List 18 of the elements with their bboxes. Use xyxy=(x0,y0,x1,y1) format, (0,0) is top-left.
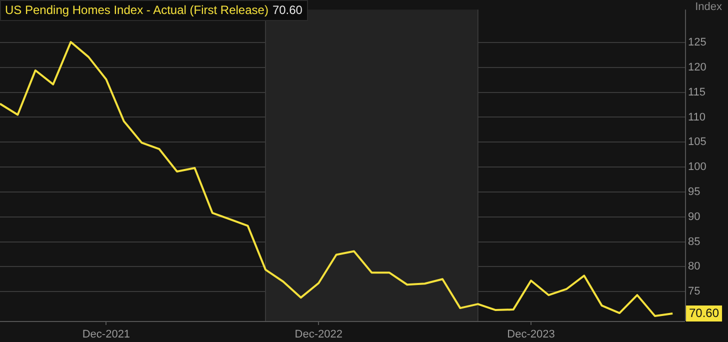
y-tick-label: 105 xyxy=(688,136,706,148)
y-tick-label: 125 xyxy=(688,36,706,49)
y-tick-label: 115 xyxy=(688,86,706,98)
y-tick-label: 110 xyxy=(688,111,706,124)
annotation: 70.60 xyxy=(689,306,720,320)
y-tick-label: 85 xyxy=(688,236,700,248)
x-tick-label: Dec-2023 xyxy=(507,328,555,341)
y-tick-label: 95 xyxy=(688,186,700,198)
annotation: 70.60 xyxy=(272,3,302,17)
y-tick-label: 90 xyxy=(688,210,700,223)
y-tick-label: 120 xyxy=(688,61,706,74)
y-tick-label: 100 xyxy=(688,161,706,174)
chart-title: US Pending Homes Index - Actual (First Release) xyxy=(5,3,268,17)
x-tick-label: Dec-2022 xyxy=(294,328,342,341)
y-tick-label: 75 xyxy=(688,286,700,298)
x-tick-label: Dec-2021 xyxy=(82,328,130,341)
y-axis-title: Index xyxy=(695,1,722,13)
y-tick-label: 80 xyxy=(688,260,700,273)
